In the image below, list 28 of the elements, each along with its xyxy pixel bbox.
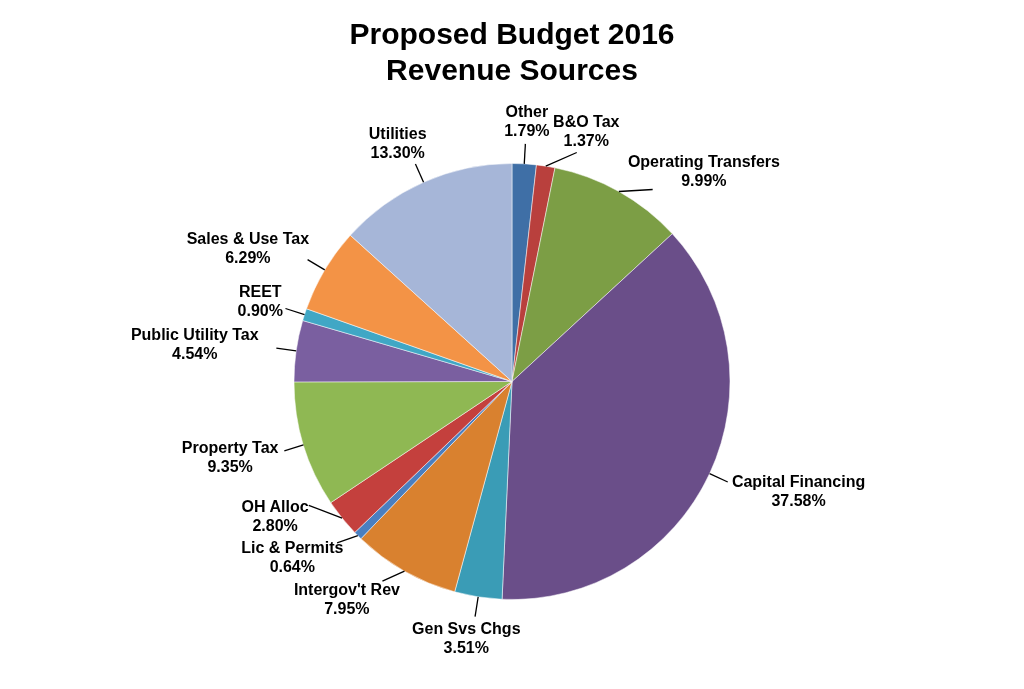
slice-label: OH Alloc <box>241 498 309 516</box>
slice-label: Other <box>505 103 549 121</box>
data-label: 2.80% <box>252 517 298 535</box>
data-label: 1.79% <box>504 122 550 140</box>
slice-label: B&O Tax <box>553 112 620 130</box>
chart-title: Proposed Budget 2016 <box>349 17 675 50</box>
data-label: 37.58% <box>771 491 826 509</box>
slice-label: Lic & Permits <box>241 539 344 557</box>
data-label: 0.64% <box>269 558 315 576</box>
data-label: 7.95% <box>324 600 370 618</box>
data-label: 6.29% <box>225 248 271 266</box>
slice-label: Operating Transfers <box>627 153 781 171</box>
chart-subtitle: Revenue Sources <box>386 53 638 86</box>
slice-label: Utilities <box>368 125 427 143</box>
data-label: 9.35% <box>207 457 253 475</box>
data-label: 0.90% <box>237 302 283 320</box>
slice-label: Capital Financing <box>731 472 866 490</box>
slice-label: Intergov't Rev <box>293 581 401 599</box>
slice-label: Sales & Use Tax <box>186 229 310 247</box>
data-label: 4.54% <box>172 345 218 363</box>
data-label: 13.30% <box>370 144 425 162</box>
slice-label: Public Utility Tax <box>130 326 259 344</box>
data-label: 3.51% <box>443 638 489 656</box>
slice-label: REET <box>238 283 282 301</box>
data-label: 1.37% <box>563 131 609 149</box>
slice-label: Property Tax <box>181 438 279 456</box>
slice-label: Gen Svs Chgs <box>412 619 521 637</box>
data-label: 9.99% <box>681 172 727 190</box>
